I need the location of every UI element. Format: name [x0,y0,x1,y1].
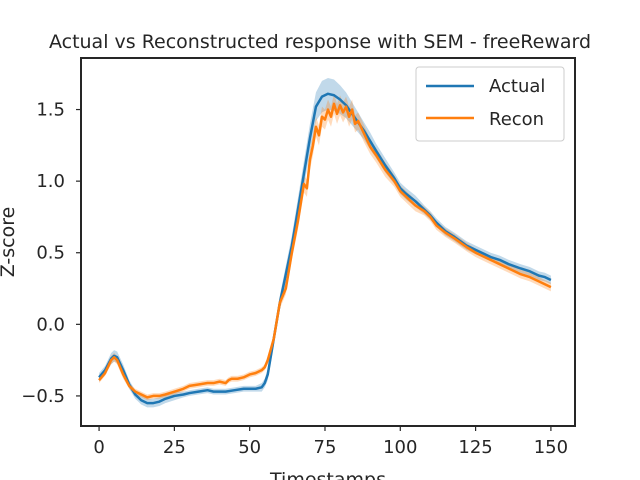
x-axis-title: Timestamps [269,469,386,480]
y-tick-label: 0.5 [36,243,65,264]
x-tick-label: 100 [383,437,417,458]
y-tick-label: 1.5 [36,100,65,121]
y-tick-label: 0.0 [36,314,65,335]
series-line-recon [98,102,552,399]
y-axis-title: Z-score [0,207,19,278]
x-tick-label: 50 [238,437,261,458]
x-axis: 0 25 50 75 100 125 150 [93,426,568,458]
plot-area [98,78,552,408]
axes-frame [80,57,576,427]
y-axis: −0.5 0.0 0.5 1.0 1.5 [21,100,81,407]
x-tick-label: 0 [93,437,104,458]
legend-label-actual: Actual [489,76,545,97]
legend-label-recon: Recon [489,109,544,130]
chart-title: Actual vs Reconstructed response with SE… [49,31,591,53]
x-tick-label: 150 [534,437,568,458]
legend: Actual Recon [415,66,565,142]
x-tick-label: 125 [458,437,492,458]
x-tick-label: 75 [314,437,337,458]
x-tick-label: 25 [163,437,186,458]
y-tick-label: −0.5 [21,386,65,407]
y-tick-label: 1.0 [36,171,65,192]
